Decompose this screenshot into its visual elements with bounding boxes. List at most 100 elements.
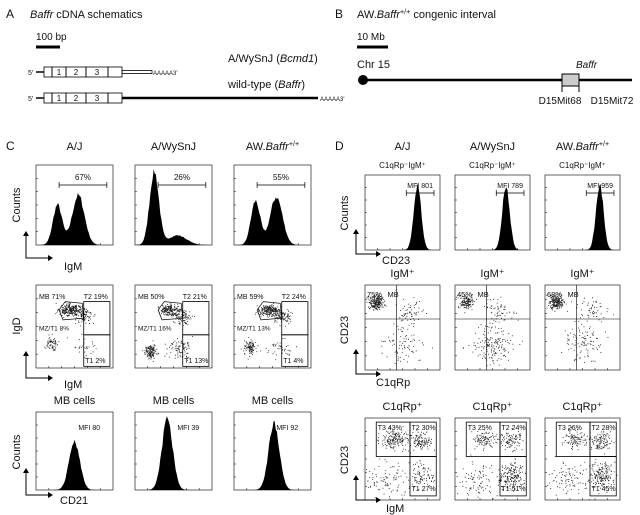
gate-label: T3 43% [378,425,402,432]
construct-label-part: wild-type ( [227,79,278,91]
dot-cloud [546,293,615,363]
t2-gate [83,301,111,336]
gate-label: MZ/T1 16% [138,326,172,333]
arrow-head [48,492,53,498]
panel-title-part: AW. [357,9,377,21]
column-header: C1qRp⁺ [562,401,602,413]
quadrant-label: MB [568,290,579,299]
column-header: A/WySnJ [470,141,515,153]
panel-title: Baffr cDNA schematics [30,9,143,21]
gate-label: 67% [75,173,91,182]
arrow-head [48,255,53,261]
construct-label-part: A/WySnJ ( [228,53,280,65]
y-axis-label: CD23 [339,316,351,344]
gate-label: T1 27% [412,486,436,493]
x-axis-label: CD21 [60,495,88,507]
t1-gate [281,334,309,367]
quadrant-label: 45% [457,290,472,299]
panel-letter: C [6,139,15,153]
column-header: A/J [67,141,83,153]
axis-arrow [25,356,48,379]
arrow-head [353,229,359,234]
x-axis-label: IgM [64,379,82,391]
column-header: AW.Baffr+/+ [246,140,299,153]
scale-label: 100 bp [36,32,67,43]
t2-gate [182,301,210,336]
gate-label: T3 26% [558,425,582,432]
gene-label: Baffr [576,60,598,71]
mfi-label: MFI 92 [276,425,298,432]
exon-label: 3 [95,68,100,77]
exon-box [107,92,123,104]
exon-label: 2 [74,94,79,103]
gate-label: T1 51% [502,486,526,493]
t1-gate [83,334,111,367]
exon-label: 2 [74,68,79,77]
arrow-head [376,497,381,503]
histogram [545,184,620,250]
quadrant-label: MB [478,290,489,299]
construct-label-part: ) [301,79,305,91]
histogram [135,169,212,245]
gate-label: 55% [273,173,289,182]
dot-cloud [547,427,618,501]
construct-label: A/WySnJ (Bcmd1) [228,53,318,65]
column-header-part: +/+ [599,140,609,148]
gate-label: T2 24% [502,425,526,432]
panel-letter: D [335,139,344,153]
axis-arrow [355,480,376,501]
five-prime: 5' [28,96,33,103]
construct-label: wild-type (Baffr) [227,79,305,91]
gate-label: T2 19% [84,294,108,301]
gate-label: T3 25% [468,425,492,432]
dot-cloud [456,427,527,500]
mfi-label: MFI 39 [177,425,199,432]
x-axis-label: IgM [64,261,82,273]
panel-title-part: Baffr [30,9,55,21]
y-axis-label: IgD [11,317,23,334]
y-axis-label: Counts [339,195,351,230]
panel-title-part: cDNA schematics [53,9,143,21]
gate-label: MB 71% [39,294,65,301]
arrow-head [353,475,359,480]
exon-label: 3 [95,94,100,103]
gate-label: MB 50% [138,294,164,301]
histogram [135,416,212,490]
arrow-head [376,251,381,257]
column-header-part: AW. [246,141,266,153]
construct-label-part: Bcmd1 [280,53,314,65]
column-header: IgM⁺ [480,268,504,280]
dot-cloud [366,289,433,364]
mfi-label: MFI 80 [78,425,100,432]
histogram [234,197,311,245]
arrow-head [48,375,53,381]
panel-title-part: congenic interval [410,9,496,21]
gate-label: T1 2% [85,358,105,365]
panel-letter: A [6,7,14,21]
exon-box [43,66,53,78]
gate-label: 26% [174,173,190,182]
mfi-label: MFI 959 [587,183,613,190]
quadrant-label: MB [388,290,399,299]
axis-arrow [355,354,376,375]
histogram [36,193,113,245]
panel-title: AW.Baffr+/+ congenic interval [357,8,496,21]
gate-label: T1 4% [283,358,303,365]
t1-gate [589,456,617,497]
scale-label: 10 Mb [357,32,385,43]
t1-gate [409,456,437,497]
gate-label: T2 24% [282,294,306,301]
marker-label: D15Mit68 [539,96,582,107]
truncated-tail [121,70,153,74]
y-axis-label: Counts [11,187,23,222]
polya: AAAAA3' [153,71,178,77]
exon-box [43,92,53,104]
mb-gate [157,301,184,321]
axis-arrow [355,234,376,255]
mfi-label: MFI 801 [407,183,433,190]
x-axis-label: IgM [386,503,404,515]
gate-label: T2 30% [412,425,436,432]
column-header: MB cells [252,395,294,407]
gate-label: T2 28% [592,425,616,432]
